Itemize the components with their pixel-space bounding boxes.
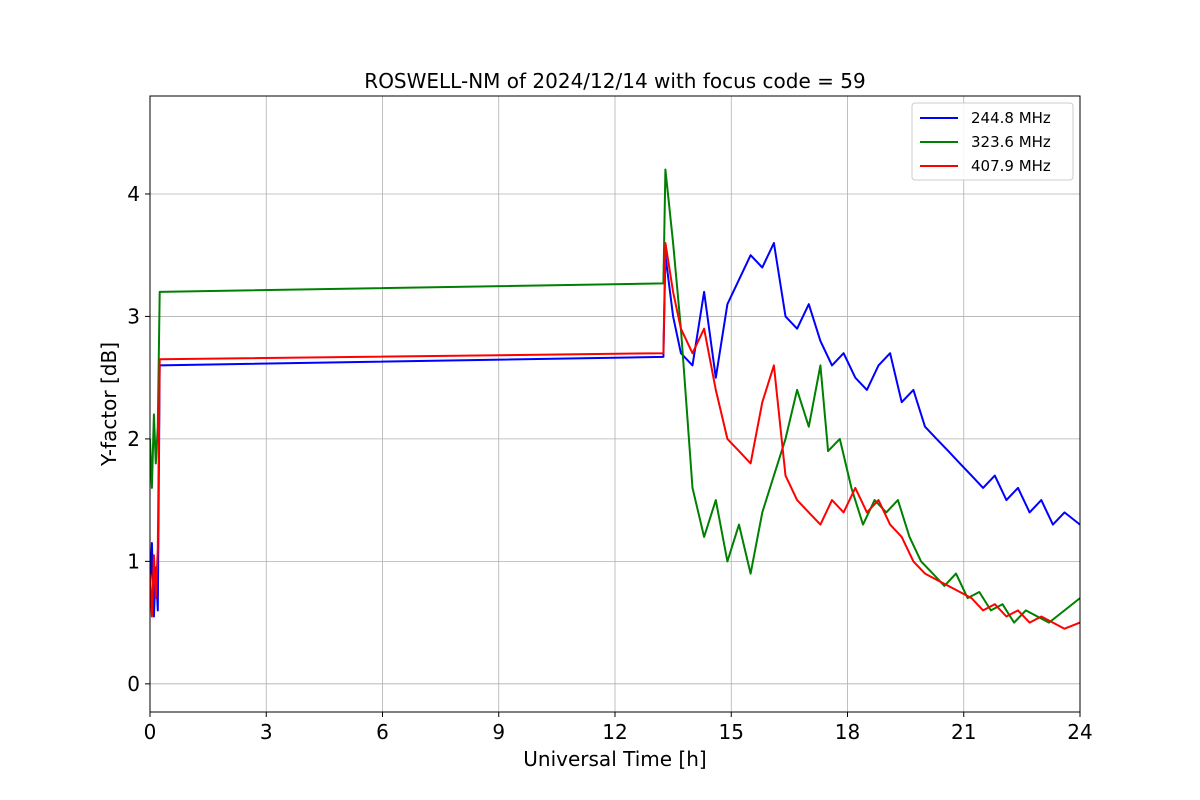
plot-area [150, 168, 1080, 630]
chart-title: ROSWELL-NM of 2024/12/14 with focus code… [364, 69, 865, 93]
y-tick-label: 4 [127, 182, 140, 206]
legend-items: 244.8 MHz 323.6 MHz 407.9 MHz [920, 109, 1051, 175]
y-axis-ticks: 0 1 2 3 4 [127, 182, 150, 696]
x-axis-ticks: 0 3 6 9 12 15 18 21 24 [144, 712, 1093, 744]
x-tick-label: 3 [260, 720, 273, 744]
x-tick-label: 12 [602, 720, 627, 744]
x-tick-label: 9 [492, 720, 505, 744]
y-tick-label: 3 [127, 304, 140, 328]
x-tick-label: 21 [951, 720, 976, 744]
y-tick-label: 0 [127, 672, 140, 696]
legend-label-1: 244.8 MHz [971, 109, 1051, 127]
legend: 244.8 MHz 323.6 MHz 407.9 MHz [911, 102, 1074, 181]
x-tick-label: 0 [144, 720, 157, 744]
legend-box [911, 102, 1074, 181]
x-tick-label: 18 [835, 720, 860, 744]
y-tick-label: 2 [127, 427, 140, 451]
legend-label-3: 407.9 MHz [971, 157, 1051, 175]
y-axis-label: Y-factor [dB] [97, 342, 121, 467]
legend-label-2: 323.6 MHz [971, 133, 1051, 151]
x-axis-label: Universal Time [h] [523, 747, 706, 771]
x-tick-label: 6 [376, 720, 389, 744]
x-tick-label: 24 [1067, 720, 1092, 744]
series-line-1 [150, 242, 1080, 618]
y-tick-label: 1 [127, 549, 140, 573]
series-line-3 [150, 242, 1080, 630]
x-tick-label: 15 [719, 720, 744, 744]
